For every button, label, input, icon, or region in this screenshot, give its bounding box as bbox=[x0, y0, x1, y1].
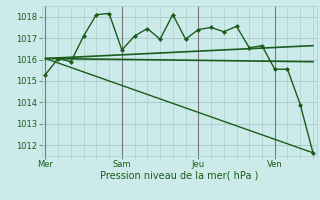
X-axis label: Pression niveau de la mer( hPa ): Pression niveau de la mer( hPa ) bbox=[100, 171, 258, 181]
